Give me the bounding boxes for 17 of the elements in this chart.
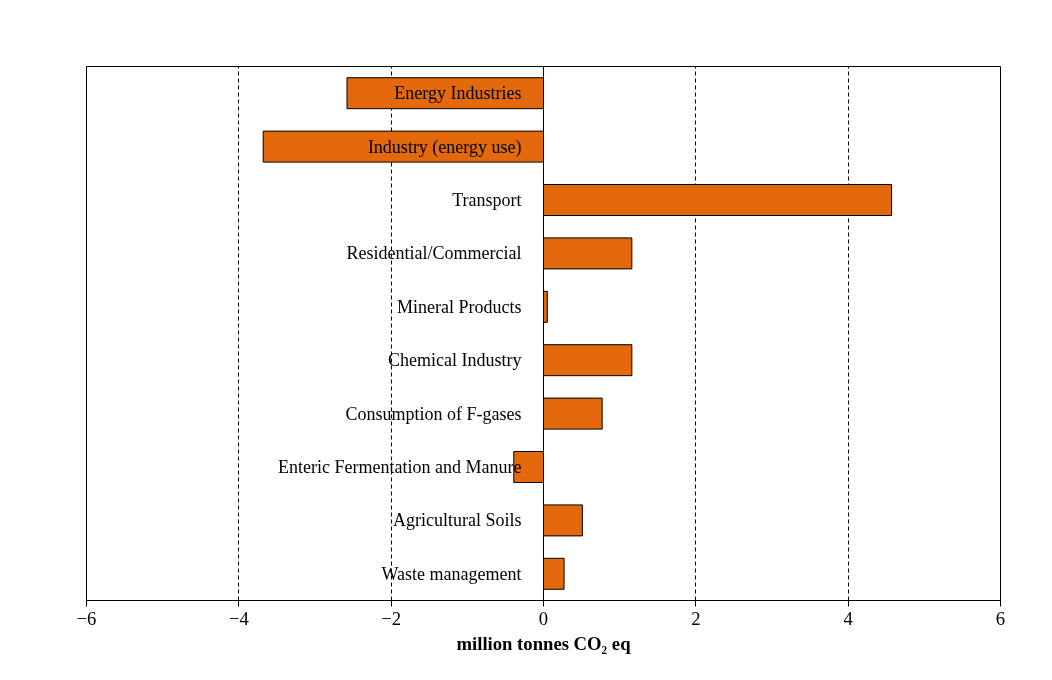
x-tick-label: −6 [76,607,97,629]
y-tick-label: Consumption of F-gases [345,403,522,424]
x-tick-label: 0 [538,607,549,629]
x-tick-label: −4 [228,607,250,629]
y-tick-label: Industry (energy use) [367,136,522,158]
y-tick-label: Chemical Industry [388,350,522,371]
x-tick-label: 6 [995,607,1006,629]
y-tick-label: Energy Industries [394,83,522,104]
y-tick-label: Mineral Products [397,296,522,317]
y-tick-label: Waste management [381,563,522,584]
x-axis-title: million tonnes CO₂ eq [456,632,632,654]
x-tick-label: 4 [843,607,854,629]
y-tick-label: Agricultural Soils [393,510,522,531]
x-tick-label: 2 [691,607,701,629]
y-tick-label: Residential/Commercial [346,243,522,264]
x-tick-label: −2 [381,607,402,629]
y-tick-label: Transport [452,190,522,210]
